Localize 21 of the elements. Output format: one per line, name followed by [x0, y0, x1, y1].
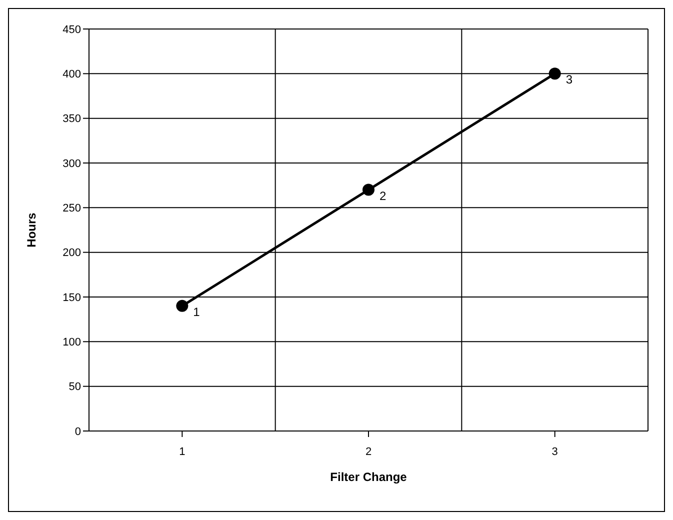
x-axis-title: Filter Change	[330, 470, 408, 484]
x-tick-label: 2	[365, 446, 372, 458]
y-tick-label: 100	[62, 336, 81, 349]
x-tick-label: 1	[179, 446, 186, 458]
y-tick-label: 400	[62, 68, 81, 81]
y-tick-label: 300	[62, 158, 81, 170]
annotation: 1	[193, 304, 200, 319]
y-axis-title: Hours	[24, 212, 38, 248]
point	[176, 300, 188, 312]
y-tick-label: 250	[62, 202, 81, 215]
y-tick-label: 0	[74, 426, 81, 438]
y-tick-label: 150	[62, 292, 81, 304]
annotation: 3	[566, 72, 573, 87]
y-tick-label: 50	[68, 381, 81, 394]
point	[362, 184, 374, 196]
y-tick-label: 450	[62, 24, 81, 36]
y-tick-label: 350	[62, 113, 81, 126]
point	[548, 68, 561, 80]
y-tick-label: 200	[62, 247, 81, 260]
annotation: 2	[380, 188, 386, 203]
x-tick-label: 3	[552, 446, 558, 458]
